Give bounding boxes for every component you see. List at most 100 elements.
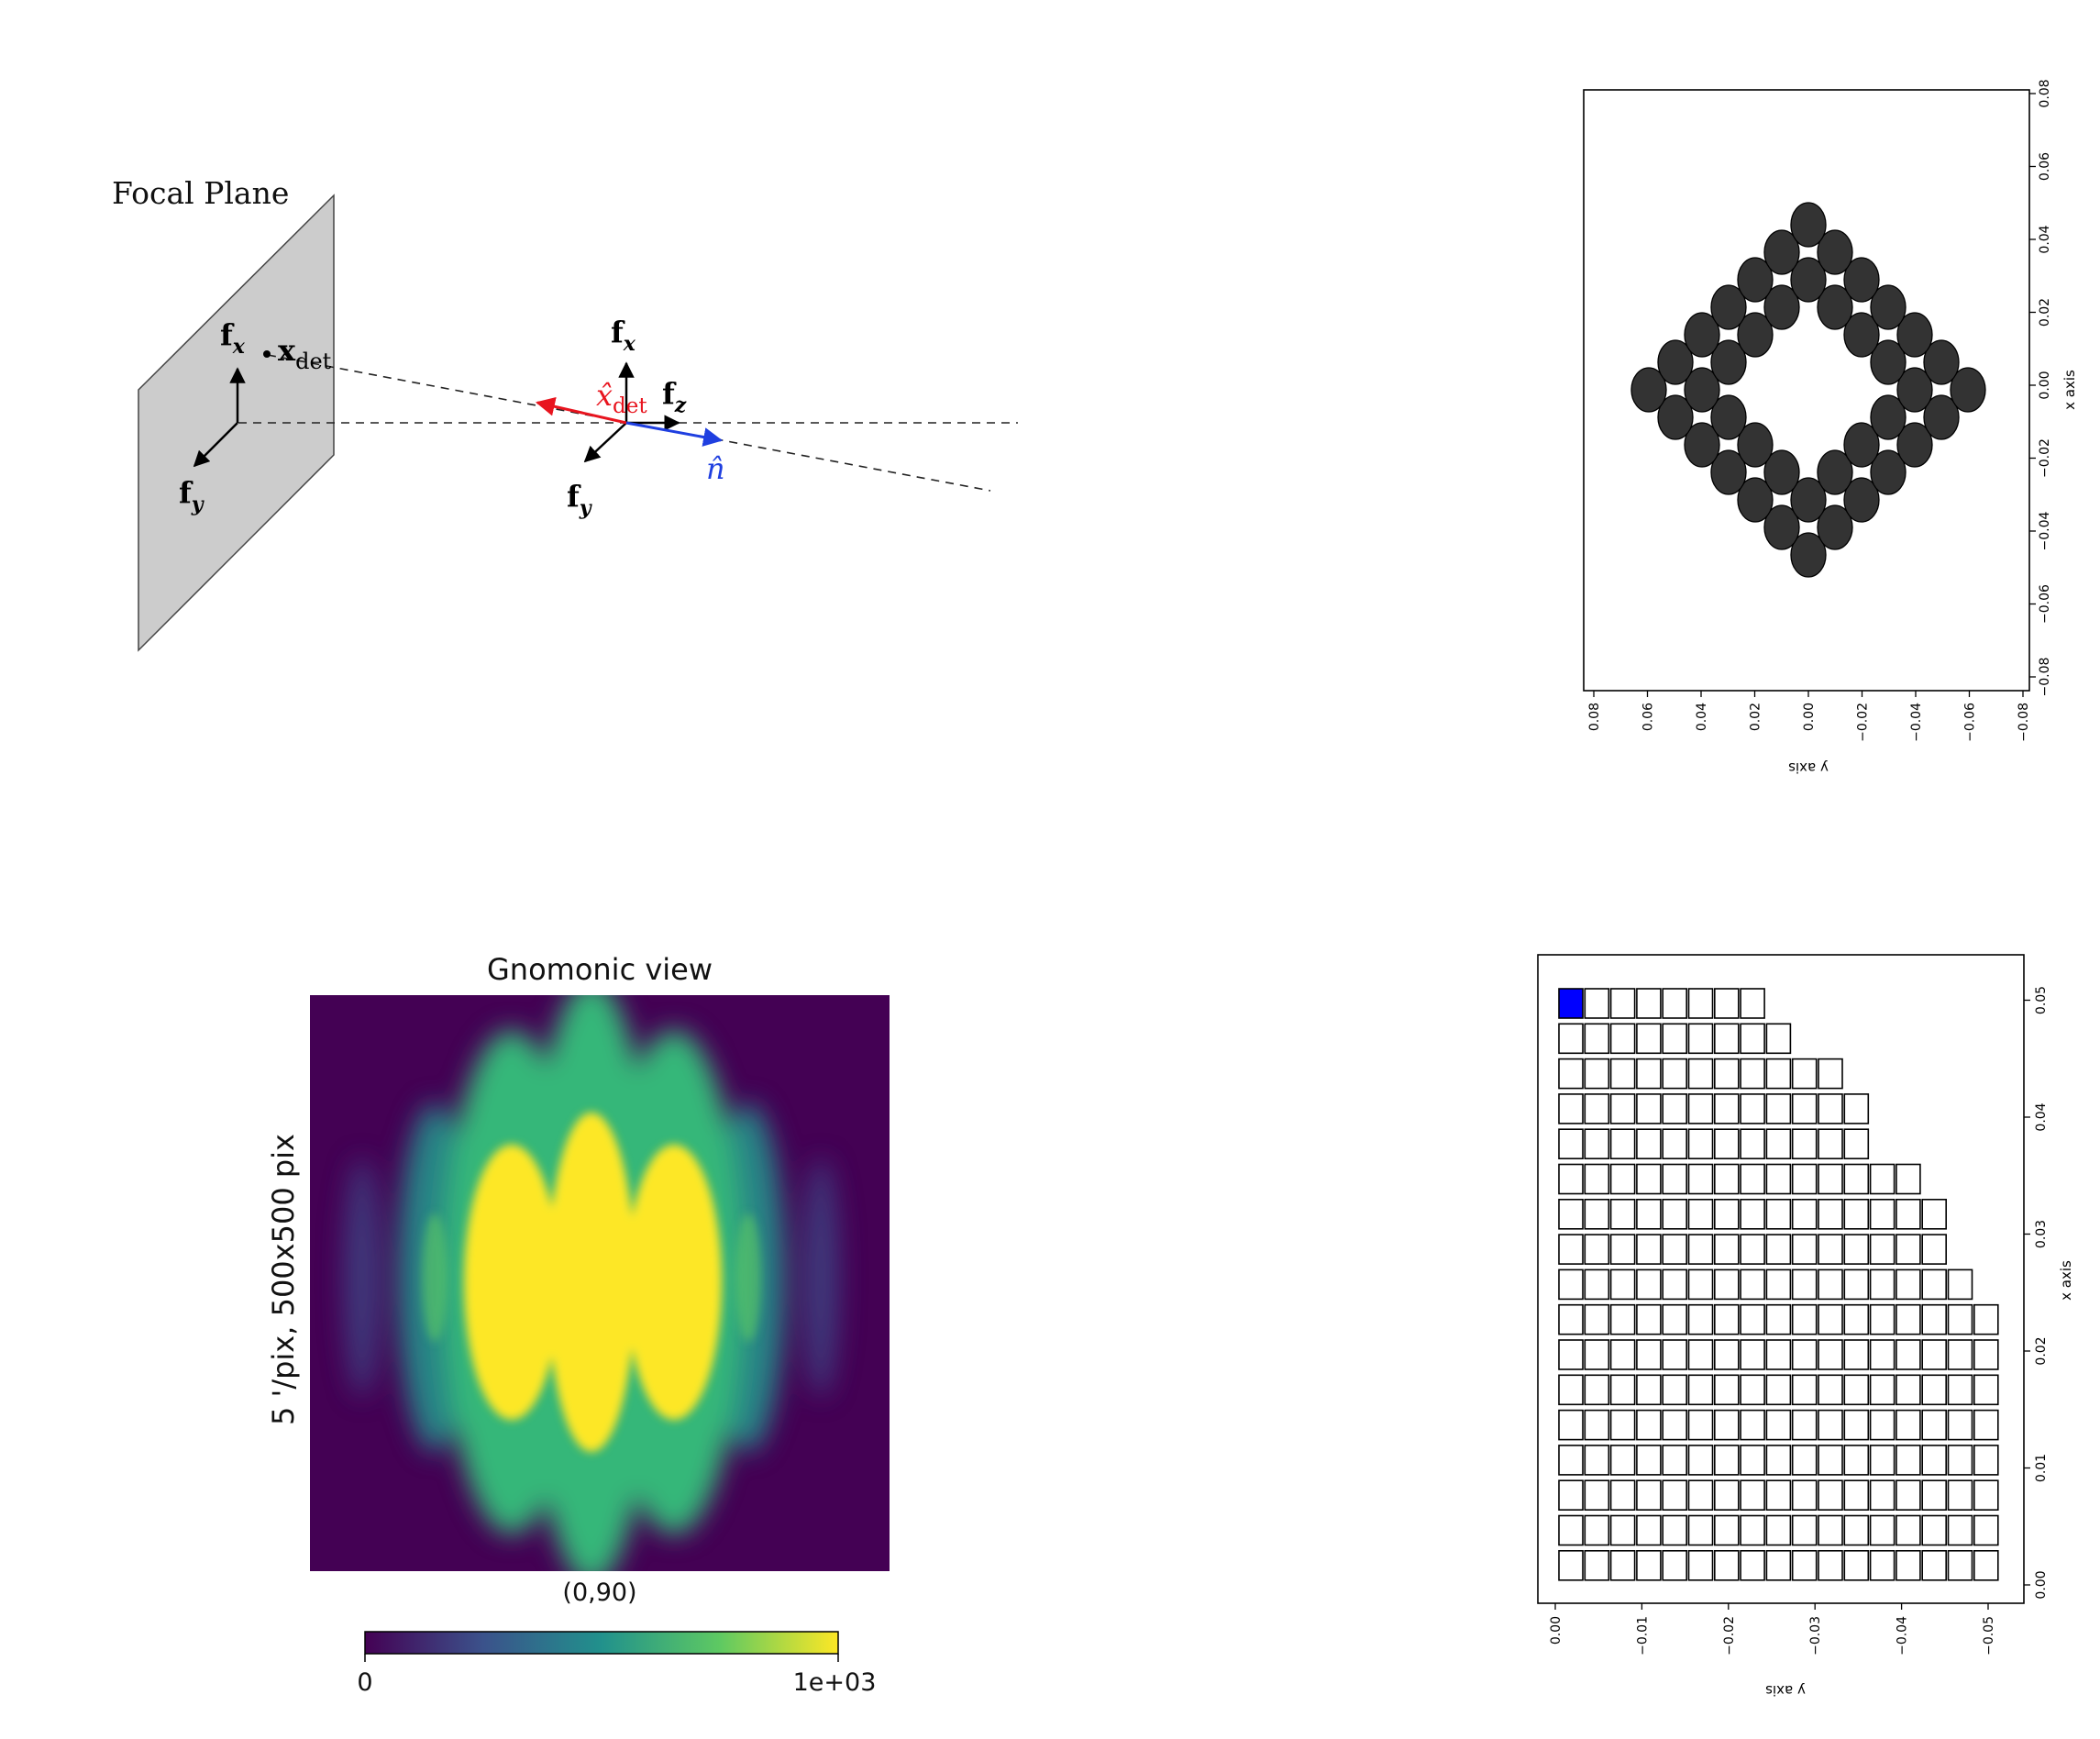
hex-detector <box>1817 284 1853 330</box>
square-detector <box>1584 1374 1610 1406</box>
square-detector <box>1609 1303 1636 1335</box>
square-detector <box>1687 1234 1714 1265</box>
square-detector <box>1791 1058 1818 1090</box>
square-detector <box>1896 1234 1921 1265</box>
square-detector <box>1662 1514 1687 1546</box>
square-detector <box>1740 1445 1765 1476</box>
square-detector <box>1584 1023 1610 1055</box>
square-detector-plot: 0.00 −0.01 −0.02 −0.03 −0.04 −0.05 0.000.010.… <box>1537 954 2074 1699</box>
hex-y-tick-label: −0.06 <box>2038 584 2052 624</box>
square-detector <box>1714 1199 1740 1230</box>
square-detector <box>1584 1234 1610 1265</box>
square-detector <box>1869 1163 1896 1195</box>
hex-detector <box>1763 449 1800 495</box>
square-detector <box>1662 1479 1687 1511</box>
square-detector <box>1765 1058 1792 1090</box>
square-detector <box>1765 1199 1792 1230</box>
square-detector <box>1636 1163 1662 1195</box>
square-detector <box>1765 1303 1792 1335</box>
square-detector <box>1636 1550 1662 1581</box>
square-detector <box>1662 1023 1687 1055</box>
square-detector <box>1636 1514 1662 1546</box>
colorbar-min-label: 0 <box>357 1668 372 1697</box>
fz-right-label: fz <box>662 376 687 417</box>
square-detector <box>1791 1550 1818 1581</box>
square-detector <box>1636 1268 1662 1301</box>
square-detector <box>1818 1234 1843 1265</box>
square-y-tick-label: 0.01 <box>2034 1454 2049 1482</box>
square-detector <box>1740 1058 1765 1090</box>
square-detector <box>1896 1303 1921 1335</box>
square-detector <box>1843 1093 1870 1124</box>
hex-detector <box>1870 394 1907 440</box>
square-detector <box>1973 1374 1999 1406</box>
square-detector <box>1791 1374 1818 1406</box>
hex-detector <box>1630 367 1667 413</box>
square-ylabel: x axis <box>2058 1260 2074 1301</box>
square-detector <box>1558 1550 1584 1581</box>
hex-detector <box>1817 449 1853 495</box>
square-detector <box>1584 1163 1610 1195</box>
square-detector <box>1896 1445 1921 1476</box>
square-detector <box>1765 1339 1792 1370</box>
square-detector <box>1921 1514 1947 1546</box>
square-detector <box>1973 1445 1999 1476</box>
square-detector <box>1636 1093 1662 1124</box>
square-detector <box>1609 1023 1636 1055</box>
square-detector <box>1765 1445 1792 1476</box>
hex-y-tick-label: 0.08 <box>2038 79 2052 107</box>
square-detector <box>1765 1163 1792 1195</box>
square-detector <box>1636 1409 1662 1441</box>
square-detector <box>1818 1514 1843 1546</box>
fy-left-arrow <box>193 422 238 468</box>
square-detector <box>1609 1058 1636 1090</box>
square-detector <box>1947 1445 1973 1476</box>
square-detector <box>1765 1023 1792 1055</box>
square-detector <box>1818 1128 1843 1159</box>
square-detector <box>1973 1479 1999 1511</box>
square-y-tick-label: 0.02 <box>2034 1336 2049 1365</box>
square-detector <box>1896 1339 1921 1370</box>
square-detector <box>1765 1550 1792 1581</box>
square-detector <box>1843 1479 1870 1511</box>
square-detector <box>1740 988 1765 1019</box>
square-detector <box>1843 1374 1870 1406</box>
square-detector <box>1636 1128 1662 1159</box>
square-detector <box>1609 1093 1636 1124</box>
square-detector <box>1843 1163 1870 1195</box>
hex-detector <box>1684 422 1720 468</box>
hex-detector <box>1657 339 1694 385</box>
hex-x-tick-label: 0.04 <box>1695 703 1709 731</box>
square-detector <box>1896 1163 1921 1195</box>
square-detector <box>1818 1409 1843 1441</box>
xhat-det-arrow <box>535 396 627 425</box>
hex-y-tick-label: −0.02 <box>2038 438 2052 478</box>
square-detector <box>1947 1303 1973 1335</box>
square-detector <box>1609 1550 1636 1581</box>
square-detector <box>1740 1234 1765 1265</box>
square-detector <box>1714 1023 1740 1055</box>
square-y-tick-label: 0.03 <box>2034 1220 2049 1248</box>
hex-detector <box>1710 449 1747 495</box>
square-detector <box>1740 1023 1765 1055</box>
square-detector <box>1843 1339 1870 1370</box>
square-detector <box>1687 1339 1714 1370</box>
square-detector <box>1791 1445 1818 1476</box>
square-detector <box>1818 1303 1843 1335</box>
square-detector <box>1687 1023 1714 1055</box>
square-detector <box>1818 1163 1843 1195</box>
square-detector <box>1558 1058 1584 1090</box>
hex-detector <box>1763 284 1800 330</box>
square-detector <box>1791 1093 1818 1124</box>
square-detector <box>1921 1409 1947 1441</box>
hex-xlabel: y axis <box>1788 759 1829 776</box>
square-detector <box>1662 1409 1687 1441</box>
square-detector <box>1609 1479 1636 1511</box>
hex-x-tick-label: 0.00 <box>1802 703 1817 731</box>
square-x-tick-label: −0.04 <box>1896 1616 1910 1656</box>
hex-detector <box>1763 504 1800 550</box>
square-detector <box>1558 1128 1584 1159</box>
square-detector <box>1636 1058 1662 1090</box>
square-detector <box>1714 1550 1740 1581</box>
square-detector <box>1558 1303 1584 1335</box>
